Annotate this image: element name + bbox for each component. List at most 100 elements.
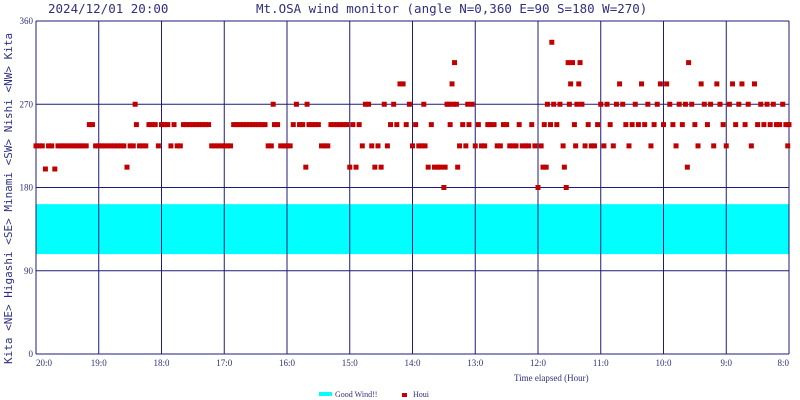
- houi-point: [187, 122, 193, 128]
- houi-point: [89, 122, 95, 128]
- houi-point: [262, 122, 268, 128]
- houi-point: [52, 166, 58, 172]
- houi-point: [171, 122, 177, 128]
- houi-point: [751, 81, 757, 87]
- houi-point: [698, 81, 704, 87]
- houi-point: [745, 101, 751, 107]
- x-tick-label: 12:0: [530, 358, 547, 368]
- houi-point: [541, 122, 547, 128]
- houi-point: [137, 143, 143, 149]
- houi-point: [491, 122, 497, 128]
- houi-point: [770, 101, 776, 107]
- houi-point: [111, 143, 117, 149]
- houi-point: [108, 143, 114, 149]
- houi-point: [86, 122, 92, 128]
- houi-point: [438, 164, 444, 170]
- houi-point: [68, 143, 74, 149]
- houi-point: [607, 122, 613, 128]
- houi-point: [730, 81, 736, 87]
- houi-point: [767, 122, 773, 128]
- houi-point: [554, 122, 560, 128]
- houi-point: [55, 143, 61, 149]
- houi-point: [588, 143, 594, 149]
- houi-point: [397, 81, 403, 87]
- houi-point: [472, 143, 478, 149]
- houi-point: [270, 101, 276, 107]
- houi-point: [449, 81, 455, 87]
- houi-point: [758, 101, 764, 107]
- houi-point: [457, 143, 463, 149]
- houi-point: [249, 122, 255, 128]
- houi-point: [441, 185, 447, 190]
- x-tick-label: 8:0: [777, 358, 789, 368]
- houi-point: [526, 143, 532, 149]
- houi-point: [99, 143, 105, 149]
- houi-point: [297, 122, 303, 128]
- houi-point: [460, 122, 466, 128]
- houi-point: [544, 101, 550, 107]
- houi-point: [535, 185, 541, 190]
- houi-point: [469, 101, 475, 107]
- houi-point: [378, 164, 384, 170]
- houi-point: [46, 143, 52, 149]
- houi-point: [494, 143, 500, 149]
- houi-point: [259, 122, 265, 128]
- houi-point: [218, 143, 224, 149]
- houi-point: [124, 164, 130, 170]
- grid: [35, 20, 790, 355]
- houi-point: [265, 143, 271, 149]
- houi-point: [529, 122, 535, 128]
- y-tick-labels: 0 90 180 270 360: [20, 16, 34, 359]
- houi-point: [549, 39, 555, 45]
- houi-point: [519, 143, 525, 149]
- houi-point: [199, 122, 205, 128]
- houi-point: [450, 101, 456, 107]
- houi-point: [140, 143, 146, 149]
- houi-point: [704, 122, 710, 128]
- houi-point: [384, 143, 390, 149]
- houi-point: [579, 101, 585, 107]
- houi-point: [635, 122, 641, 128]
- houi-point: [304, 101, 310, 107]
- houi-point: [96, 143, 102, 149]
- houi-point: [733, 122, 739, 128]
- houi-point: [293, 101, 299, 107]
- houi-point: [152, 122, 158, 128]
- houi-point: [617, 81, 623, 87]
- houi-point: [300, 122, 306, 128]
- houi-point: [513, 143, 519, 149]
- houi-point: [570, 60, 576, 66]
- houi-point: [453, 101, 459, 107]
- houi-point: [202, 122, 208, 128]
- houi-point: [654, 101, 660, 107]
- x-axis-label: Time elapsed (Hour): [514, 373, 589, 383]
- houi-point: [165, 122, 171, 128]
- houi-point: [334, 122, 340, 128]
- houi-point: [209, 143, 215, 149]
- houi-point: [714, 81, 720, 87]
- houi-point: [284, 143, 290, 149]
- houi-point: [237, 122, 243, 128]
- houi-point: [421, 101, 427, 107]
- houi-point: [162, 122, 168, 128]
- houi-point: [692, 122, 698, 128]
- houi-point: [42, 166, 48, 172]
- houi-point: [312, 122, 318, 128]
- houi-point: [648, 143, 654, 149]
- houi-point: [475, 122, 481, 128]
- houi-point: [356, 122, 362, 128]
- houi-point: [168, 143, 174, 149]
- houi-point: [391, 101, 397, 107]
- houi-point: [281, 143, 287, 149]
- houi-point: [695, 143, 701, 149]
- houi-point: [369, 143, 375, 149]
- houi-point: [565, 60, 571, 66]
- houi-point: [742, 122, 748, 128]
- legend-houi-label: Houi: [413, 390, 430, 399]
- houi-point: [271, 122, 277, 128]
- houi-point: [482, 143, 488, 149]
- houi-point: [571, 122, 577, 128]
- houi-point: [764, 101, 770, 107]
- legend: Good Wind!! Houi: [319, 390, 430, 399]
- houi-point: [206, 122, 212, 128]
